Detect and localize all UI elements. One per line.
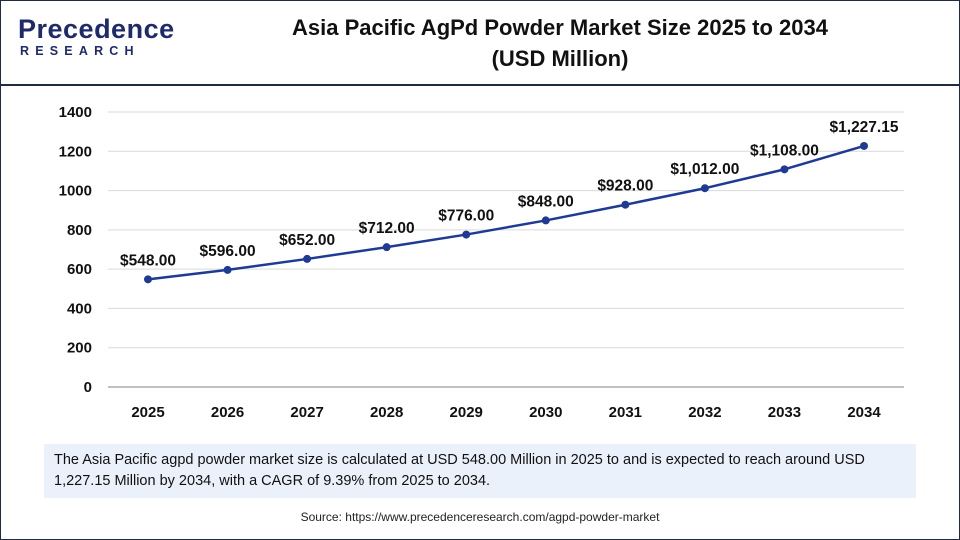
data-point xyxy=(621,200,630,209)
data-label: $928.00 xyxy=(597,178,653,195)
brand-sub: RESEARCH xyxy=(20,44,140,58)
source-text: Source: https://www.precedenceresearch.c… xyxy=(300,510,660,524)
data-point xyxy=(223,265,232,274)
series-line xyxy=(147,144,865,281)
x-tick-label: 2026 xyxy=(211,404,244,421)
y-tick-label: 800 xyxy=(67,222,92,239)
data-point xyxy=(860,141,868,150)
data-label: $848.00 xyxy=(518,193,574,210)
data-point xyxy=(541,216,550,225)
data-point xyxy=(780,165,789,174)
data-point xyxy=(462,230,471,239)
brand-logo: Precedence RESEARCH xyxy=(18,14,174,66)
y-tick-label: 1000 xyxy=(59,183,92,200)
x-tick-label: 2029 xyxy=(450,404,483,421)
y-tick-label: 400 xyxy=(67,300,92,317)
x-tick-label: 2032 xyxy=(688,404,721,421)
y-tick-label: 600 xyxy=(67,261,92,278)
data-label: $1,012.00 xyxy=(670,161,739,178)
y-tick-label: 200 xyxy=(67,340,92,357)
y-tick-label: 1400 xyxy=(59,104,92,121)
data-label: $596.00 xyxy=(200,243,256,260)
y-tick-label: 1200 xyxy=(59,143,92,160)
data-label: $776.00 xyxy=(438,208,494,225)
data-label: $1,227.15 xyxy=(830,119,899,136)
chart-title-line1: Asia Pacific AgPd Powder Market Size 202… xyxy=(292,15,828,40)
data-point xyxy=(144,275,152,284)
data-point xyxy=(382,243,391,252)
data-label: $1,108.00 xyxy=(750,142,819,159)
data-point xyxy=(700,184,709,193)
x-tick-label: 2034 xyxy=(847,404,881,421)
x-tick-label: 2033 xyxy=(768,404,801,421)
x-tick-label: 2025 xyxy=(131,404,164,421)
header: Precedence RESEARCH Asia Pacific AgPd Po… xyxy=(0,0,960,86)
data-label: $652.00 xyxy=(279,232,335,249)
brand-name: Precedence xyxy=(18,14,175,44)
data-point xyxy=(303,254,312,263)
x-tick-label: 2027 xyxy=(290,404,323,421)
data-label: $712.00 xyxy=(359,220,415,237)
y-tick-label: 0 xyxy=(84,379,92,396)
x-tick-label: 2031 xyxy=(609,404,642,421)
chart-title: Asia Pacific AgPd Powder Market Size 202… xyxy=(200,12,920,74)
x-tick-label: 2028 xyxy=(370,404,403,421)
data-label: $548.00 xyxy=(120,252,176,269)
chart-title-line2: (USD Million) xyxy=(491,46,629,71)
x-tick-label: 2030 xyxy=(529,404,562,421)
line-chart: 0 200 400 600 800 1000 1200 1400 2025 2026 2027 202… xyxy=(59,104,904,421)
summary-note: The Asia Pacific agpd powder market size… xyxy=(44,444,916,498)
